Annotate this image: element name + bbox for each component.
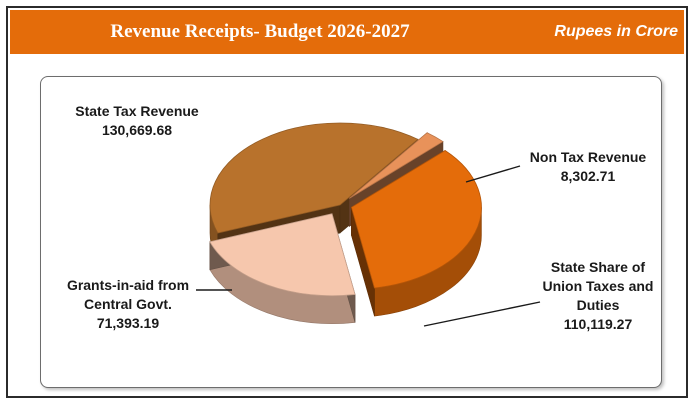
label-grants-value: 71,393.19: [96, 315, 160, 331]
slice-grants: [209, 213, 356, 297]
title-bar: Revenue Receipts- Budget 2026-2027 Rupee…: [10, 10, 684, 54]
label-state-share-line2: Union Taxes and: [542, 278, 654, 294]
units-label: Rupees in Crore: [554, 23, 678, 40]
leader-line-state-share: [423, 301, 541, 327]
label-state-share: State Share of Union Taxes and Duties 11…: [528, 258, 668, 334]
label-non-tax: Non Tax Revenue 8,302.71: [518, 148, 658, 186]
chart-title: Revenue Receipts- Budget 2026-2027: [110, 21, 410, 42]
label-state-share-value: 110,119.27: [563, 316, 633, 332]
slice-state-tax: [209, 122, 419, 234]
leader-line-non-tax: [465, 165, 521, 183]
slice-non-tax: [349, 132, 444, 199]
label-grants-line1: Grants-in-aid from: [66, 277, 190, 293]
label-state-tax-value: 130,669.68: [101, 122, 173, 138]
label-state-share-line1: State Share of: [550, 259, 646, 275]
label-state-tax: State Tax Revenue 130,669.68: [62, 102, 212, 140]
label-grants-line2: Central Govt.: [84, 296, 172, 312]
label-state-share-line3: Duties: [576, 297, 620, 313]
label-non-tax-name: Non Tax Revenue: [529, 149, 647, 165]
slice-state-share: [350, 150, 482, 289]
label-non-tax-value: 8,302.71: [560, 168, 616, 184]
pie-tops: [209, 122, 482, 297]
label-grants: Grants-in-aid from Central Govt. 71,393.…: [48, 276, 208, 333]
label-state-tax-name: State Tax Revenue: [75, 103, 199, 119]
